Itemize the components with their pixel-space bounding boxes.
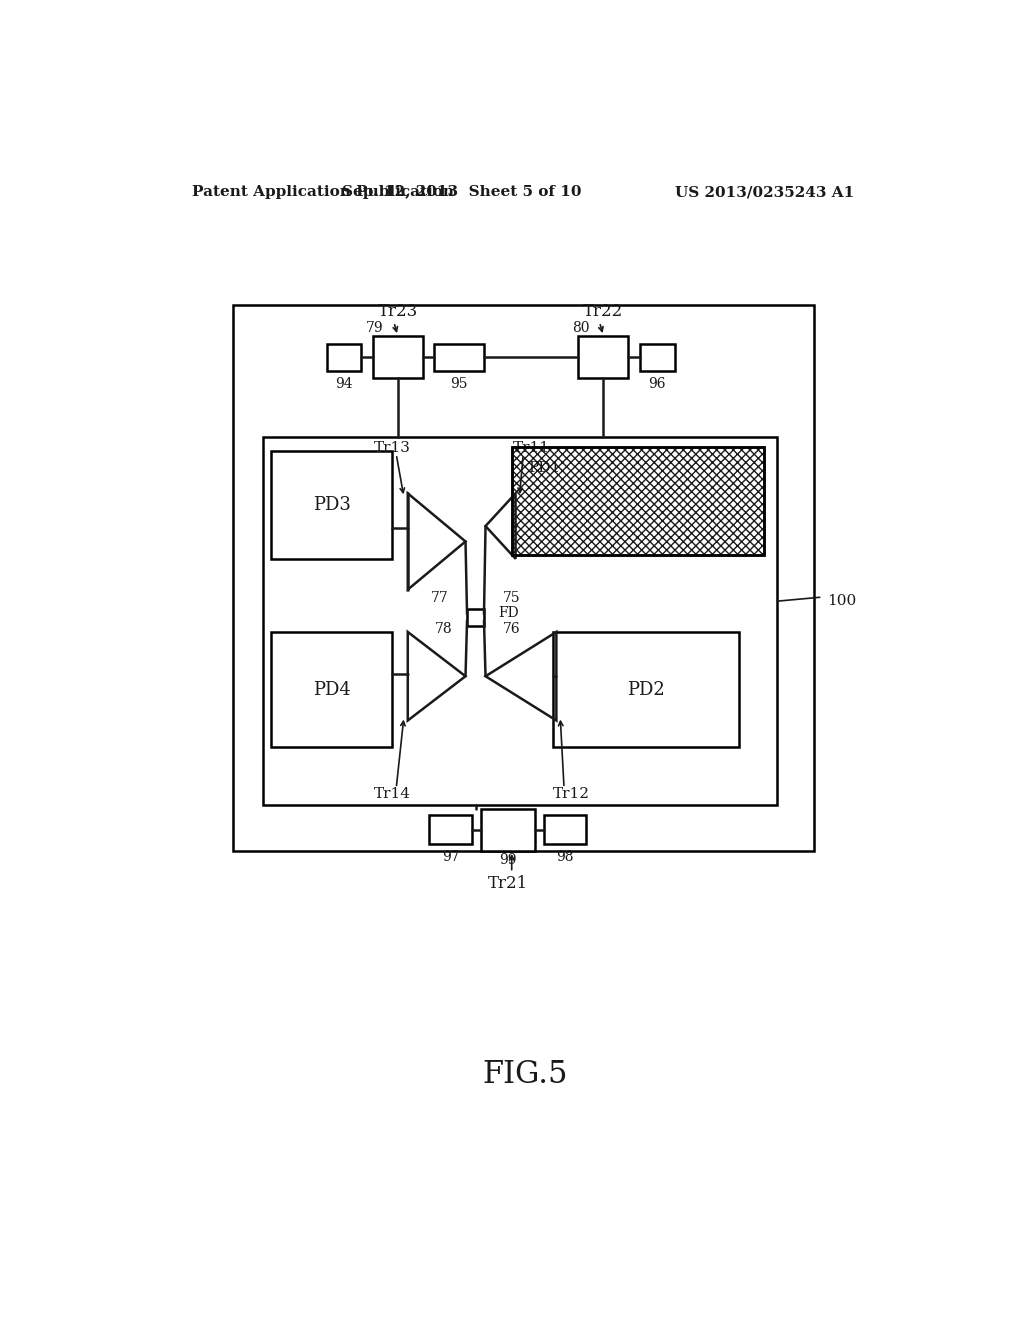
Bar	[512, 447, 764, 554]
Bar	[233, 305, 814, 851]
Text: 96: 96	[648, 378, 666, 392]
Bar	[327, 343, 361, 371]
Bar	[429, 816, 472, 845]
Text: Patent Application Publication: Patent Application Publication	[193, 185, 455, 199]
Text: PD2: PD2	[627, 681, 665, 698]
Text: 77: 77	[431, 591, 449, 605]
Text: FIG.5: FIG.5	[482, 1059, 567, 1090]
Text: 99: 99	[499, 853, 517, 867]
Bar	[579, 335, 629, 379]
Bar	[271, 451, 392, 558]
Text: Tr21: Tr21	[487, 875, 528, 892]
Text: 98: 98	[556, 850, 574, 863]
Text: 94: 94	[335, 378, 352, 392]
Text: Tr23: Tr23	[378, 302, 418, 319]
Text: FD: FD	[499, 606, 519, 620]
Text: 97: 97	[441, 850, 460, 863]
Bar	[263, 437, 777, 805]
Text: PD3: PD3	[313, 496, 351, 513]
Bar	[271, 632, 392, 747]
Text: Tr14: Tr14	[374, 787, 411, 801]
Text: 79: 79	[367, 321, 384, 335]
Text: US 2013/0235243 A1: US 2013/0235243 A1	[675, 185, 854, 199]
Text: Tr13: Tr13	[374, 441, 411, 455]
Bar	[553, 632, 739, 747]
Text: PD1: PD1	[528, 461, 561, 475]
Text: 95: 95	[451, 378, 468, 392]
Text: 76: 76	[503, 622, 520, 636]
Text: PD4: PD4	[313, 681, 351, 698]
Bar	[512, 447, 764, 554]
Bar	[467, 609, 484, 626]
Bar	[512, 447, 764, 554]
Text: Sep. 12, 2013  Sheet 5 of 10: Sep. 12, 2013 Sheet 5 of 10	[342, 185, 582, 199]
Text: Tr11: Tr11	[512, 441, 550, 455]
Text: Tr12: Tr12	[553, 787, 590, 801]
Bar	[481, 809, 535, 851]
Text: 100: 100	[827, 594, 857, 609]
Bar	[434, 343, 484, 371]
Bar	[544, 816, 587, 845]
Bar	[373, 335, 423, 379]
Text: 75: 75	[503, 591, 520, 605]
Text: 78: 78	[435, 622, 453, 636]
Text: 80: 80	[572, 321, 590, 335]
Bar	[640, 343, 675, 371]
Text: Tr22: Tr22	[584, 302, 624, 319]
